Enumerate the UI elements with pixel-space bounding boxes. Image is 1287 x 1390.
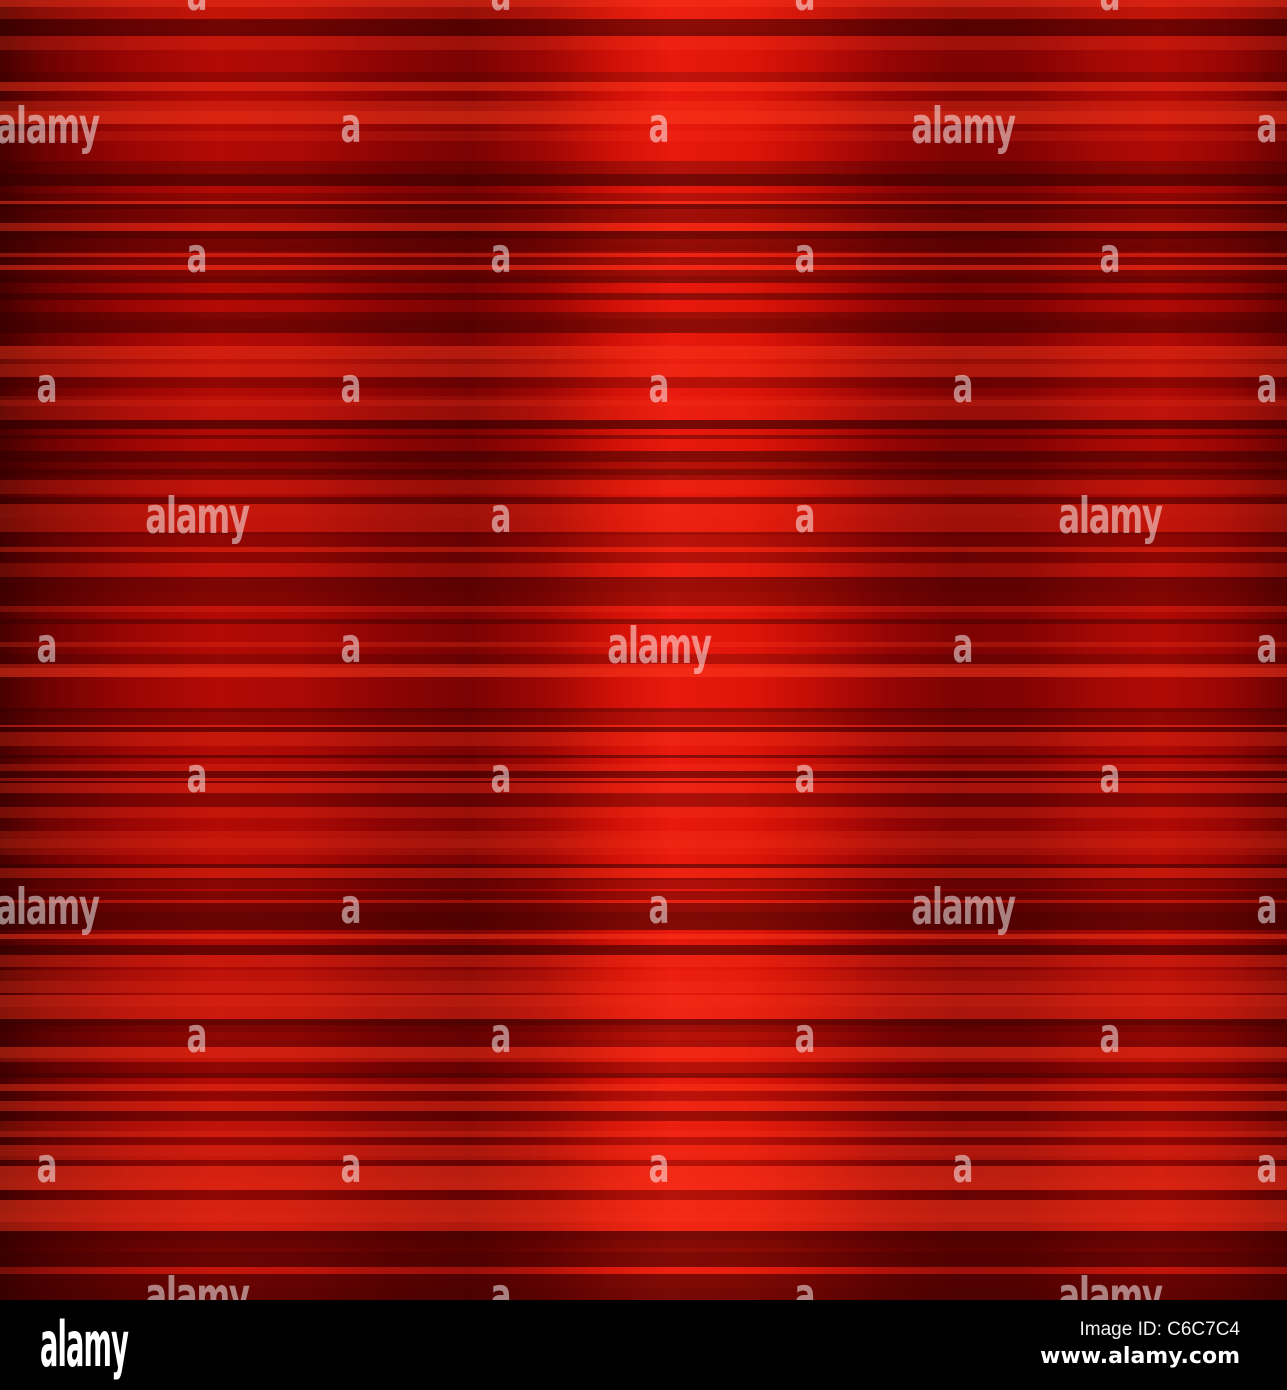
alamy-watermark-letter: a	[952, 358, 974, 414]
alamy-watermark-letter: a	[490, 1268, 512, 1300]
image-meta: Image ID: C6C7C4 www.alamy.com	[1040, 1319, 1240, 1370]
alamy-watermark-letter: a	[36, 618, 58, 674]
alamy-watermark-letter: a	[340, 98, 362, 154]
alamy-watermark-letter: a	[648, 98, 670, 154]
alamy-watermark-letter: a	[490, 228, 512, 284]
alamy-watermark-word: alamy	[1058, 1267, 1163, 1300]
alamy-watermark-letter: a	[1256, 879, 1278, 935]
alamy-watermark-letter: a	[794, 0, 815, 18]
alamy-watermark-letter: a	[952, 618, 974, 674]
alamy-watermark-word: alamy	[0, 97, 100, 155]
alamy-watermark-word: alamy	[607, 617, 712, 675]
alamy-watermark-letter: a	[648, 1138, 670, 1194]
stripes-layer	[0, 0, 1287, 1300]
alamy-watermark-word: alamy	[145, 1267, 250, 1300]
alamy-watermark-letter: a	[490, 0, 511, 18]
alamy-watermark-word: alamy	[0, 878, 100, 936]
alamy-watermark-word: alamy	[1058, 487, 1163, 545]
alamy-watermark-letter: a	[340, 358, 362, 414]
alamy-watermark-letter: a	[794, 228, 816, 284]
alamy-watermark-letter: a	[340, 618, 362, 674]
alamy-watermark-letter: a	[794, 748, 816, 804]
alamy-watermark-letter: a	[1256, 358, 1278, 414]
alamy-watermark-letter: a	[794, 1008, 816, 1064]
alamy-watermark-letter: a	[1256, 98, 1278, 154]
alamy-watermark-letter: a	[648, 358, 670, 414]
alamy-watermark-letter: a	[1099, 0, 1120, 18]
alamy-watermark-letter: a	[340, 879, 362, 935]
alamy-logo: alamy	[40, 1308, 129, 1381]
alamy-website-text: www.alamy.com	[1040, 1344, 1240, 1370]
alamy-watermark-word: alamy	[911, 878, 1016, 936]
alamy-watermark-letter: a	[1099, 748, 1121, 804]
alamy-watermark-letter: a	[794, 488, 816, 544]
alamy-watermark-letter: a	[1099, 1008, 1121, 1064]
alamy-watermark-letter: a	[186, 228, 208, 284]
alamy-watermark-letter: a	[490, 488, 512, 544]
alamy-watermark-letter: a	[36, 358, 58, 414]
alamy-watermark-word: alamy	[911, 97, 1016, 155]
alamy-watermark-letter: a	[186, 0, 207, 18]
alamy-watermark-word: alamy	[145, 487, 250, 545]
image-id-text: Image ID: C6C7C4	[1079, 1319, 1240, 1341]
alamy-watermark-letter: a	[794, 1268, 816, 1300]
alamy-watermark-letter: a	[186, 748, 208, 804]
alamy-watermark-letter: a	[1256, 1138, 1278, 1194]
alamy-watermark-letter: a	[340, 1138, 362, 1194]
alamy-watermark-letter: a	[186, 1008, 208, 1064]
alamy-watermark-letter: a	[490, 1008, 512, 1064]
alamy-watermark-letter: a	[36, 1138, 58, 1194]
alamy-watermark-letter: a	[1256, 618, 1278, 674]
stock-photo-red-striped-background: a a a a alamy a a alamy a a a a a a a a a a alamy a a alamy a a…	[0, 0, 1287, 1300]
watermark-layer: a a a a alamy a a alamy a a a a a a a a a a alamy a a alamy a a…	[0, 0, 1278, 1300]
alamy-footer-bar: alamy Image ID: C6C7C4 www.alamy.com	[0, 1300, 1287, 1390]
alamy-watermark-letter: a	[490, 748, 512, 804]
alamy-watermark-letter: a	[952, 1138, 974, 1194]
alamy-watermark-letter: a	[648, 879, 670, 935]
alamy-watermark-letter: a	[1099, 228, 1121, 284]
